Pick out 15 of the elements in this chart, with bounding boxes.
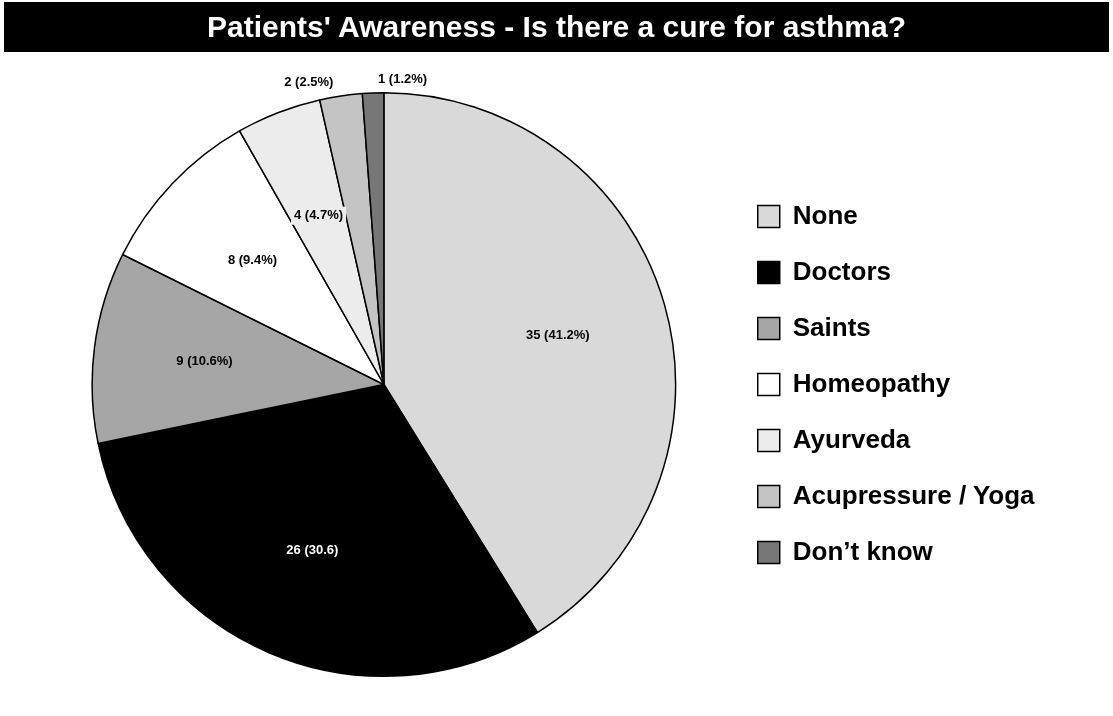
legend-label: None	[792, 199, 858, 230]
chart-title: Patients' Awareness - Is there a cure for asthma?	[4, 2, 1109, 52]
data-label: 4 (4.7%)	[293, 207, 344, 223]
legend-label: Acupressure / Yoga	[792, 479, 1036, 510]
legend-label: Doctors	[792, 255, 891, 286]
data-label: 8 (9.4%)	[227, 251, 278, 267]
legend-label: Ayurveda	[792, 423, 911, 454]
data-label: 35 (41.2%)	[526, 326, 590, 342]
data-label: 2 (2.5%)	[284, 73, 334, 89]
legend-label: Saints	[792, 311, 871, 342]
data-label: 26 (30.6)	[286, 542, 339, 558]
data-label: 1 (1.2%)	[378, 70, 428, 86]
legend-label: Don’t know	[792, 535, 934, 566]
data-label: 9 (10.6%)	[176, 352, 233, 368]
legend-label: Homeopathy	[792, 367, 951, 398]
